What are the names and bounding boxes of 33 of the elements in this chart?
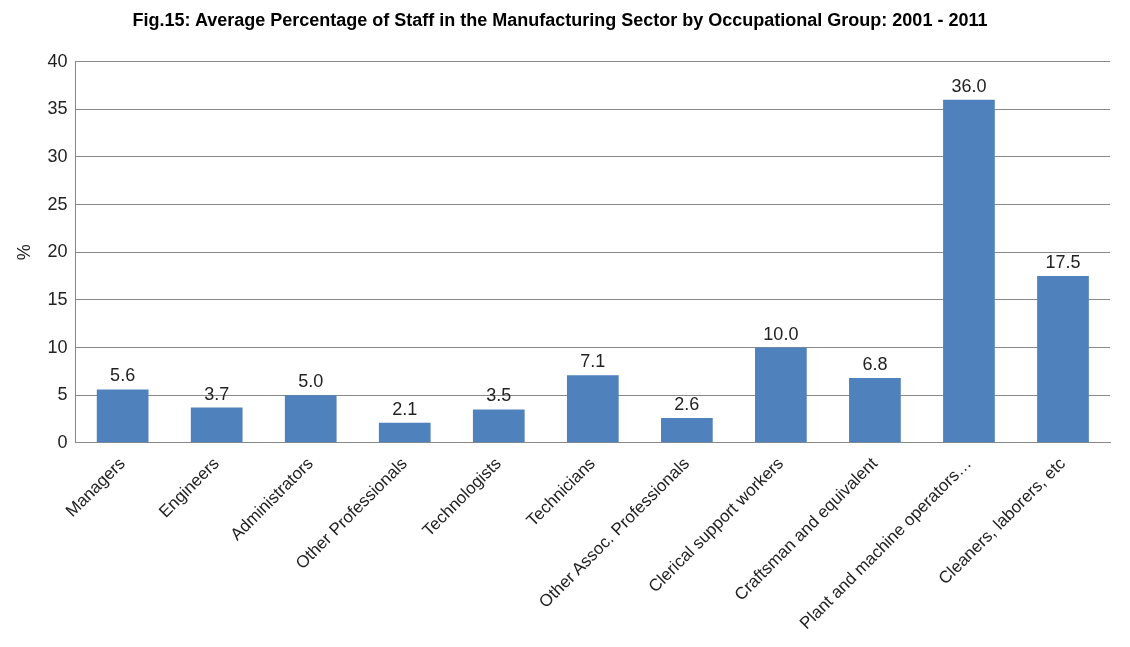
bar bbox=[378, 422, 431, 443]
bar bbox=[190, 407, 243, 443]
data-label: 5.0 bbox=[298, 371, 324, 392]
y-tick-label: 35 bbox=[47, 98, 68, 119]
y-tick-label: 25 bbox=[47, 193, 68, 214]
bar bbox=[849, 378, 901, 443]
bar bbox=[96, 389, 149, 443]
data-label: 17.5 bbox=[1045, 252, 1081, 273]
y-tick-label: 30 bbox=[47, 145, 68, 166]
bar bbox=[472, 409, 525, 443]
y-tick-label: 40 bbox=[47, 50, 68, 71]
bar bbox=[1037, 276, 1089, 443]
y-tick-label: 15 bbox=[47, 288, 68, 309]
data-label: 3.7 bbox=[204, 383, 230, 404]
bar bbox=[284, 395, 337, 443]
data-label: 3.5 bbox=[486, 385, 512, 406]
bar bbox=[660, 418, 713, 443]
data-label: 6.8 bbox=[862, 354, 888, 375]
data-label: 2.1 bbox=[392, 398, 418, 419]
y-tick-label: 10 bbox=[47, 336, 68, 357]
chart-title: Fig.15: Average Percentage of Staff in the Manufacturing Sector by Occupational Group: 2001 - 2011 bbox=[132, 9, 988, 30]
y-tick-label: 5 bbox=[57, 384, 68, 405]
bar bbox=[943, 99, 995, 443]
data-label: 10.0 bbox=[763, 323, 799, 344]
bar bbox=[755, 347, 807, 443]
data-label: 36.0 bbox=[951, 75, 987, 96]
y-axis-title: % bbox=[13, 244, 34, 261]
y-tick-label: 0 bbox=[57, 431, 68, 452]
y-tick-label: 20 bbox=[47, 241, 68, 262]
bar bbox=[566, 375, 619, 443]
data-label: 2.6 bbox=[674, 394, 700, 415]
data-label: 5.6 bbox=[110, 365, 136, 386]
data-label: 7.1 bbox=[580, 351, 606, 372]
